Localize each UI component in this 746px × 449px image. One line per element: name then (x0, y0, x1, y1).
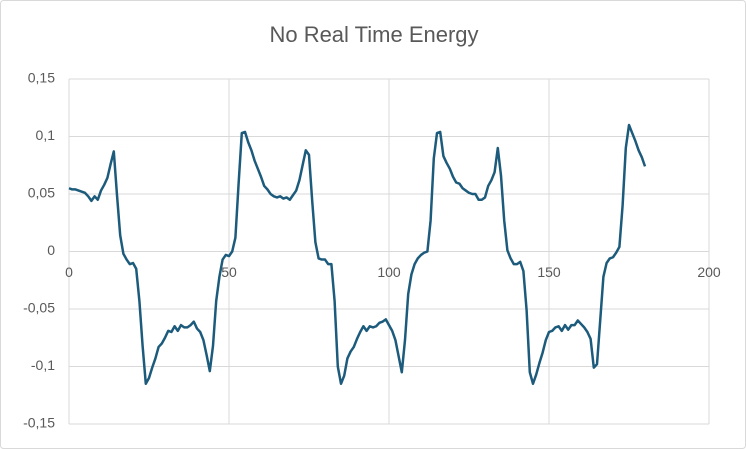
y-tick-label: 0,15 (28, 70, 55, 86)
data-line (68, 123, 647, 385)
x-tick-label: 200 (697, 264, 721, 280)
chart-title: No Real Time Energy (269, 22, 478, 47)
x-tick-label: 150 (537, 264, 561, 280)
y-tick-label: -0,05 (23, 300, 55, 316)
y-tick-label: -0,15 (23, 415, 55, 431)
y-tick-label: 0 (47, 242, 55, 258)
y-tick-label: 0,1 (36, 127, 56, 143)
x-tick-label: 0 (65, 264, 73, 280)
y-tick-label: 0,05 (28, 185, 55, 201)
x-tick-label: 50 (221, 264, 237, 280)
x-tick-label: 100 (377, 264, 401, 280)
y-tick-label: -0,1 (31, 357, 55, 373)
